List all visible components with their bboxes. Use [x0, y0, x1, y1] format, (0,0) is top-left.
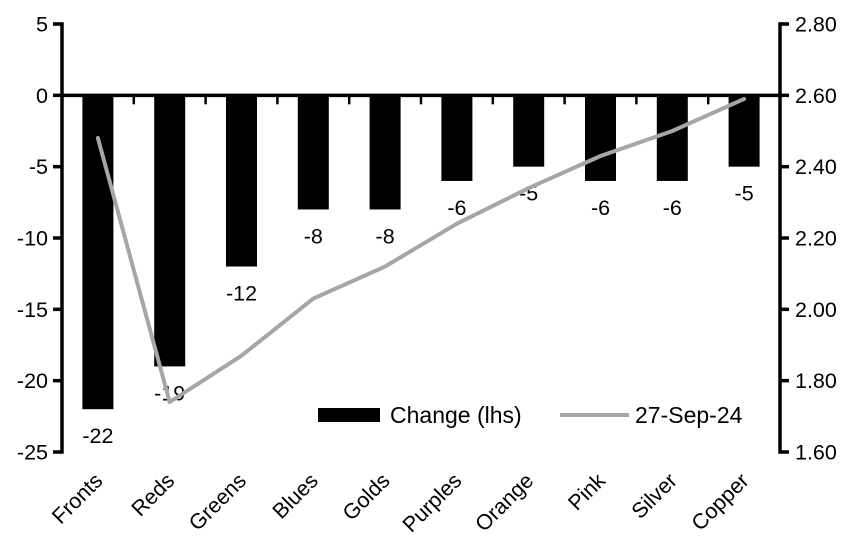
bar-value-label: -8 [304, 224, 323, 248]
bar-value-label: -8 [376, 224, 395, 248]
category-label-greens: Greens [184, 469, 251, 536]
right-axis-tick-label: 2.80 [795, 13, 837, 37]
bar-golds [369, 95, 401, 210]
right-axis-tick-label: 2.20 [795, 227, 837, 251]
bar-silver [656, 95, 688, 181]
right-axis-tick-label: 2.60 [795, 84, 837, 108]
bar-fronts [82, 95, 114, 410]
left-axis-tick-label: -10 [17, 227, 48, 251]
bar-reds [154, 95, 186, 367]
category-label-reds: Reds [127, 469, 179, 521]
bar-value-label: -5 [735, 182, 754, 206]
category-label-purples: Purples [398, 469, 467, 538]
right-axis-tick-label: 2.00 [795, 298, 837, 322]
right-axis-tick-label: 1.80 [795, 369, 837, 393]
category-label-golds: Golds [338, 469, 395, 526]
left-axis-tick-label: 0 [36, 84, 48, 108]
legend-label-line: 27-Sep-24 [635, 402, 743, 428]
right-axis-tick-label: 1.60 [795, 441, 837, 465]
legend-label-bars: Change (lhs) [390, 402, 522, 428]
right-axis-tick-label: 2.40 [795, 155, 837, 179]
bar-value-label: -12 [226, 282, 257, 306]
category-label-fronts: Fronts [47, 469, 107, 529]
bar-value-label: -6 [591, 196, 610, 220]
bar-blues [297, 95, 329, 210]
left-axis-tick-label: -20 [17, 369, 48, 393]
category-label-orange: Orange [471, 469, 539, 537]
bar-value-label: -6 [663, 196, 682, 220]
left-axis-tick-label: -15 [17, 298, 48, 322]
category-label-copper: Copper [687, 469, 754, 536]
bar-value-label: -22 [82, 424, 113, 448]
legend-bar-swatch [318, 408, 380, 422]
category-label-blues: Blues [268, 469, 323, 524]
bar-pink [585, 95, 616, 181]
bar-greens [226, 95, 257, 267]
line-series-27-Sep-24 [95, 96, 747, 405]
category-label-silver: Silver [627, 469, 682, 524]
left-axis-tick-label: -25 [17, 441, 48, 465]
bar-value-label: -6 [447, 196, 466, 220]
left-axis-tick-label: -5 [29, 155, 48, 179]
bar-orange [513, 95, 545, 167]
bar-copper [728, 95, 760, 167]
category-label-pink: Pink [563, 468, 610, 515]
left-axis-tick-label: 5 [36, 13, 48, 37]
bar-purples [441, 95, 473, 181]
